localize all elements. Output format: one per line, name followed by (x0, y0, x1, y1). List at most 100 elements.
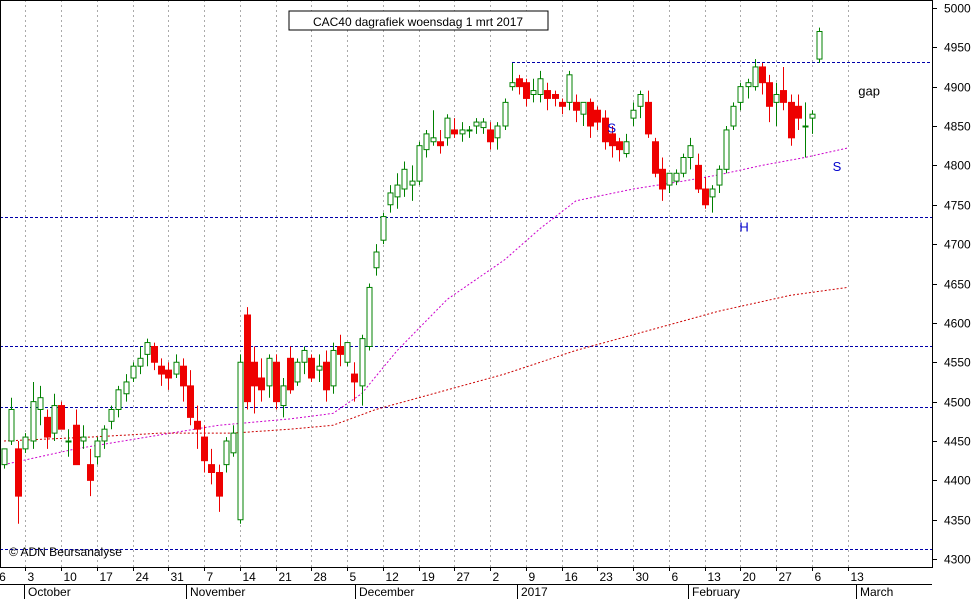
x-tick-label: 13 (851, 570, 865, 584)
candle-body (115, 389, 122, 410)
candle (280, 378, 287, 418)
candle (759, 63, 766, 95)
candle-body (65, 440, 72, 443)
candle-body (108, 409, 115, 422)
candle-body (766, 82, 773, 107)
candle (37, 385, 44, 426)
candle-body (752, 66, 759, 88)
candle (652, 137, 659, 178)
candle (573, 94, 580, 123)
x-tick-label: 6 (672, 570, 679, 584)
candle-body (759, 66, 766, 84)
candle-body (144, 342, 151, 355)
candle-body (180, 365, 187, 387)
candle (373, 244, 380, 276)
x-tick-label: 9 (529, 570, 536, 584)
candle-body (616, 141, 623, 151)
y-tick-label: 4650 (944, 278, 971, 292)
candle (802, 102, 809, 158)
candle-body (251, 361, 258, 387)
candle (509, 63, 516, 91)
candle (745, 78, 752, 99)
candle-body (537, 78, 544, 95)
candle (73, 409, 80, 466)
candle (187, 370, 194, 426)
candle-body (695, 164, 702, 190)
candle-body (594, 109, 601, 123)
candle (809, 110, 816, 134)
candle-body (101, 428, 108, 442)
candle-body (502, 101, 509, 127)
candle-body (602, 117, 609, 143)
candle (480, 118, 487, 134)
candle-body (430, 137, 437, 143)
candle-body (373, 251, 380, 269)
x-tick-label: 6 (815, 570, 822, 584)
candle-body (337, 346, 344, 355)
candle-body (580, 101, 587, 115)
x-tick-label: 30 (636, 570, 650, 584)
candle-body (380, 216, 387, 241)
candle-body (44, 416, 51, 438)
candle (516, 74, 523, 95)
candle (165, 362, 172, 390)
candle (609, 126, 616, 158)
candle (737, 82, 744, 111)
candle-body (1, 448, 8, 466)
month-label: November (190, 585, 245, 599)
candle-body (401, 168, 408, 190)
candle (258, 358, 265, 402)
candle-body (366, 286, 373, 347)
candle (580, 101, 587, 126)
grid-layer (25, 0, 849, 567)
annotation-label: gap (858, 83, 880, 98)
candle-body (130, 365, 137, 379)
candle (752, 59, 759, 91)
candle-body (666, 172, 673, 186)
candle-body (687, 145, 694, 158)
candle-body (630, 109, 637, 119)
candle (123, 374, 130, 402)
candle (552, 90, 559, 107)
candle (237, 354, 244, 524)
candle-body (709, 188, 716, 198)
candle (251, 346, 258, 414)
candle (602, 110, 609, 150)
candle-body (780, 90, 787, 103)
y-tick-label: 4700 (944, 238, 971, 252)
candle (537, 70, 544, 103)
candle-body (659, 168, 666, 190)
plot-frame (0, 0, 933, 568)
candle (80, 425, 87, 449)
candle (330, 342, 337, 394)
candle (287, 346, 294, 394)
candle-body (444, 117, 451, 139)
candle (645, 90, 652, 138)
x-tick-label: 14 (243, 570, 257, 584)
candle (616, 137, 623, 162)
candle (266, 354, 273, 398)
candle (730, 102, 737, 130)
candle-body (223, 440, 230, 466)
candle-body (530, 90, 537, 95)
candle-body (730, 105, 737, 127)
candle (351, 362, 358, 402)
x-tick-label: 13 (708, 570, 722, 584)
candle (115, 385, 122, 418)
candle-body (773, 94, 780, 103)
y-tick-label: 4450 (944, 435, 971, 449)
candle-body (802, 125, 809, 128)
candle (394, 173, 401, 209)
candle (444, 114, 451, 146)
candle (230, 425, 237, 457)
candle-body (351, 373, 358, 383)
candle-body (273, 361, 280, 403)
x-tick-label: 10 (64, 570, 78, 584)
candle (530, 78, 537, 103)
x-tick-label: 26 (0, 570, 6, 584)
candle-body (201, 436, 208, 462)
annotation-label: S (833, 159, 842, 174)
candle-body (173, 361, 180, 375)
candle-body (716, 168, 723, 186)
